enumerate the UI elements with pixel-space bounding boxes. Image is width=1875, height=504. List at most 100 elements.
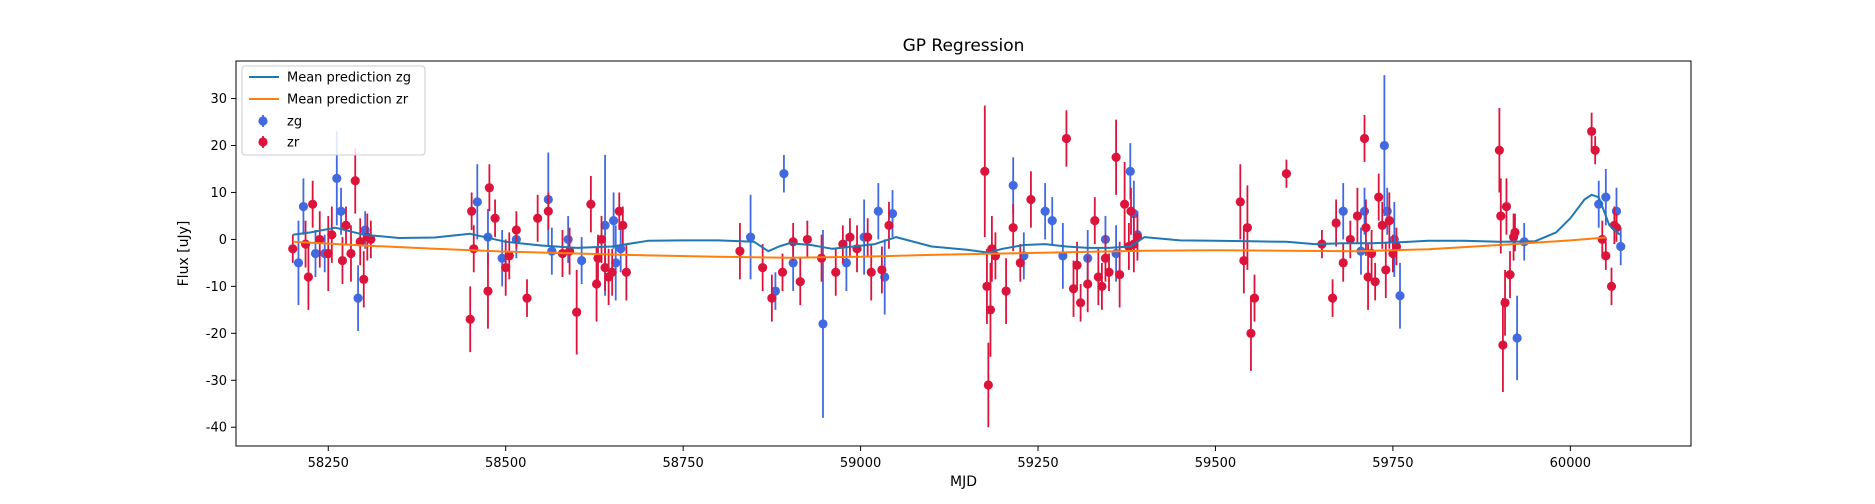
data-point-zr bbox=[982, 281, 992, 291]
data-point-zr bbox=[1498, 340, 1508, 350]
data-point-zr bbox=[366, 234, 376, 245]
data-point-zr bbox=[877, 265, 887, 275]
data-point-zr bbox=[1606, 281, 1617, 291]
data-point-zr bbox=[1500, 298, 1510, 308]
axes-frame bbox=[235, 60, 1692, 447]
data-point-zr bbox=[845, 232, 855, 242]
data-point-zr bbox=[465, 314, 475, 324]
data-point-zr bbox=[980, 166, 990, 176]
data-point-zg bbox=[1395, 291, 1405, 301]
data-point-zg bbox=[1008, 180, 1018, 191]
data-point-zr bbox=[1026, 194, 1036, 205]
data-point-zr bbox=[614, 206, 624, 216]
data-point-zg bbox=[611, 258, 621, 268]
legend-box bbox=[241, 65, 426, 156]
series-line-mean-prediction-zg bbox=[292, 193, 1621, 254]
data-point-zr bbox=[863, 232, 873, 242]
data-point-zg bbox=[1338, 206, 1348, 216]
data-point-zr bbox=[866, 267, 876, 277]
data-point-zr bbox=[621, 267, 631, 277]
data-point-zg bbox=[600, 220, 610, 230]
data-point-zr bbox=[1331, 218, 1341, 228]
data-point-zg bbox=[1125, 166, 1135, 176]
data-point-zr bbox=[572, 307, 582, 317]
data-point-zr bbox=[1242, 223, 1253, 233]
data-point-zg bbox=[353, 293, 363, 303]
data-point-zr bbox=[1126, 206, 1136, 216]
data-point-zr bbox=[983, 380, 993, 390]
data-point-zr bbox=[1281, 169, 1292, 179]
data-point-zr bbox=[359, 274, 369, 284]
data-point-zr bbox=[1601, 251, 1611, 261]
legend-label: Mean prediction zr bbox=[287, 93, 409, 108]
data-point-zr bbox=[1111, 152, 1121, 162]
legend: Mean prediction zg Mean prediction zr zg zr bbox=[241, 65, 426, 156]
x-tick-label: 59250 bbox=[1017, 456, 1058, 471]
data-point-zr bbox=[802, 234, 812, 245]
data-point-zg bbox=[841, 258, 851, 268]
plot-layer bbox=[288, 75, 1626, 428]
data-point-zg bbox=[887, 208, 898, 219]
legend-swatch-marker bbox=[258, 137, 268, 147]
chart-title: GP Regression bbox=[903, 36, 1025, 56]
data-point-zr bbox=[1384, 216, 1394, 226]
data-point-zr bbox=[1076, 298, 1086, 308]
x-tick-label: 59500 bbox=[1195, 456, 1236, 471]
data-point-zr bbox=[1249, 293, 1260, 303]
data-point-zr bbox=[484, 183, 494, 193]
data-point-zr bbox=[1072, 260, 1082, 270]
data-point-zg bbox=[298, 201, 309, 212]
y-tick-label: 0 bbox=[219, 233, 227, 248]
data-point-zg bbox=[818, 319, 828, 329]
data-point-zg bbox=[1512, 333, 1522, 343]
data-point-zr bbox=[1239, 255, 1249, 266]
data-point-zr bbox=[1501, 201, 1512, 212]
data-point-zg bbox=[547, 246, 557, 256]
data-point-zg bbox=[497, 253, 507, 263]
data-point-zg bbox=[1616, 241, 1626, 252]
data-point-zr bbox=[490, 213, 500, 223]
data-point-zg bbox=[770, 286, 781, 296]
legend-label: Mean prediction zg bbox=[287, 71, 411, 86]
data-point-zr bbox=[1374, 192, 1384, 202]
data-point-zr bbox=[1008, 223, 1018, 233]
y-tick-label: 30 bbox=[210, 92, 227, 107]
data-point-zr bbox=[1100, 253, 1111, 263]
data-point-zr bbox=[767, 293, 777, 303]
data-point-zr bbox=[350, 176, 360, 186]
data-point-zr bbox=[1015, 258, 1025, 268]
data-point-zr bbox=[795, 277, 805, 287]
data-point-zr bbox=[1327, 293, 1338, 303]
data-point-zr bbox=[1068, 284, 1079, 294]
data-point-zr bbox=[323, 248, 333, 259]
data-point-zr bbox=[467, 206, 477, 216]
data-point-zr bbox=[1083, 279, 1093, 289]
data-point-zr bbox=[1505, 270, 1515, 280]
data-point-zr bbox=[504, 251, 514, 261]
data-point-zr bbox=[1494, 145, 1504, 155]
data-point-zg bbox=[563, 234, 573, 245]
y-tick-label: 10 bbox=[210, 186, 227, 201]
data-point-zr bbox=[346, 248, 356, 259]
data-point-zr bbox=[600, 262, 610, 273]
data-point-zr bbox=[1246, 328, 1256, 338]
data-point-zr bbox=[288, 244, 298, 254]
data-point-zr bbox=[1090, 216, 1100, 226]
data-point-zr bbox=[1338, 258, 1348, 268]
data-point-zg bbox=[472, 197, 482, 207]
x-axis: 58250 58500 58750 59000 59250 59500 59750 60000 bbox=[308, 446, 1591, 471]
data-point-zg bbox=[1058, 251, 1068, 261]
data-point-zr bbox=[522, 293, 532, 303]
series-line-mean-prediction-zr bbox=[292, 236, 1606, 259]
data-point-zr bbox=[758, 262, 768, 273]
data-point-zr bbox=[341, 220, 351, 230]
data-point-zr bbox=[1590, 145, 1600, 155]
data-point-zr bbox=[1352, 211, 1363, 221]
data-point-zr bbox=[884, 220, 894, 230]
data-point-zr bbox=[1097, 281, 1107, 291]
data-point-zg bbox=[1040, 206, 1050, 216]
data-point-zr bbox=[1115, 270, 1125, 280]
data-point-zr bbox=[735, 246, 745, 256]
data-point-zr bbox=[315, 234, 325, 245]
